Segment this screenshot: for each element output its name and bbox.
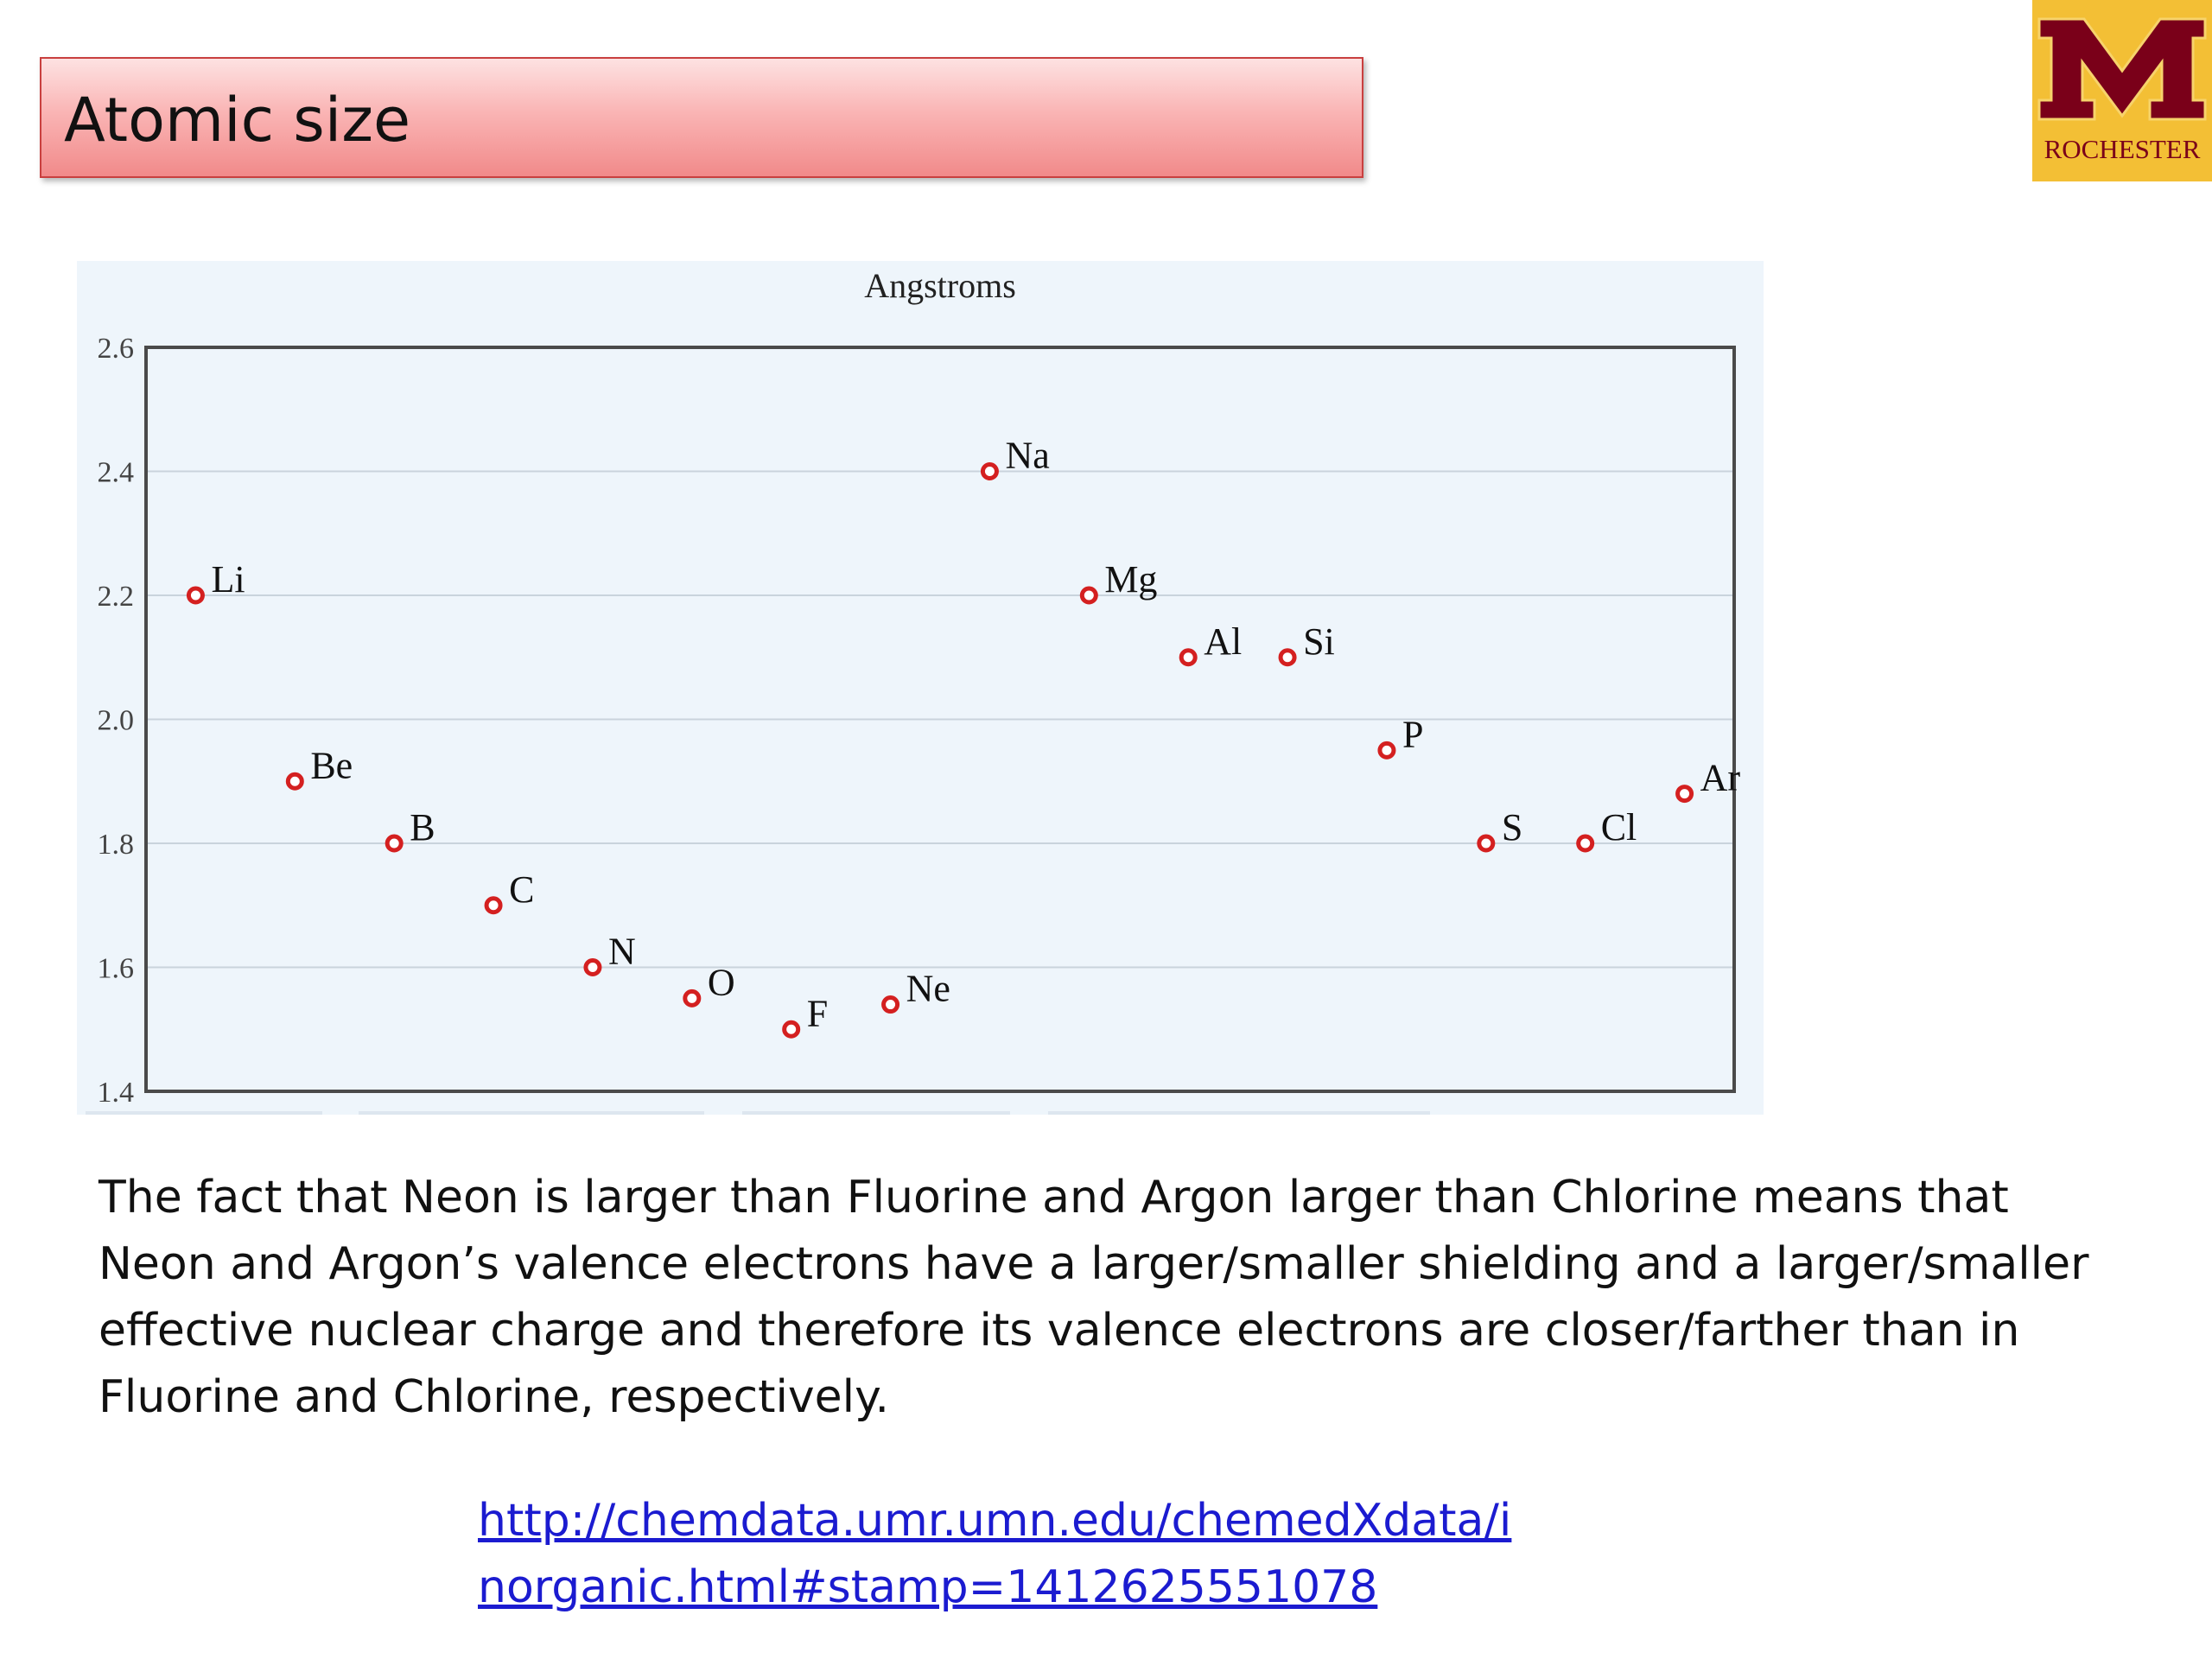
question-line: Fluorine and Chlorine, respectively. — [99, 1371, 890, 1423]
data-point-mg — [1079, 586, 1098, 605]
data-point-cl — [1576, 834, 1595, 853]
source-link-line[interactable]: http://chemdata.umr.umn.edu/chemedXdata/… — [478, 1495, 1512, 1547]
y-axis-ticks: 1.4 1.6 1.8 2.0 2.2 2.4 2.6 — [98, 333, 135, 1109]
y-tick-label: 1.8 — [98, 829, 135, 861]
data-point-n — [583, 958, 602, 976]
grid-lines — [146, 470, 1734, 969]
source-link-line[interactable]: norganic.html#stamp=1412625551078 — [478, 1561, 1378, 1613]
data-point-b — [385, 834, 404, 853]
data-points: Li Be B C N O F Ne Na Mg Al Si P S Cl Ar — [186, 435, 1741, 1039]
data-label-s: S — [1502, 806, 1522, 849]
data-label-cl: Cl — [1601, 806, 1637, 849]
data-label-na: Na — [1005, 435, 1049, 477]
data-label-si: Si — [1303, 620, 1335, 663]
data-label-mg: Mg — [1104, 558, 1157, 601]
university-logo: ROCHESTER — [2032, 0, 2212, 181]
data-label-ne: Ne — [906, 968, 950, 1010]
data-label-f: F — [807, 992, 828, 1034]
data-point-li — [186, 586, 205, 605]
data-label-be: Be — [310, 744, 353, 786]
data-point-si — [1278, 648, 1297, 667]
y-tick-label: 1.4 — [98, 1077, 135, 1109]
data-label-o: O — [708, 961, 735, 1003]
data-point-ar — [1675, 785, 1694, 804]
data-point-na — [980, 462, 999, 480]
source-link[interactable]: http://chemdata.umr.umn.edu/chemedXdata/… — [478, 1488, 1511, 1621]
data-label-n: N — [608, 931, 636, 973]
data-point-p — [1377, 741, 1396, 760]
data-point-o — [683, 988, 702, 1007]
y-tick-label: 2.6 — [98, 333, 135, 365]
question-line: effective nuclear charge and therefore i… — [99, 1305, 2020, 1357]
data-label-li: Li — [211, 558, 245, 601]
data-label-b: B — [410, 806, 435, 849]
chart-title: Angstroms — [864, 266, 1016, 305]
plot-frame — [144, 346, 1736, 1093]
y-tick-label: 1.6 — [98, 953, 135, 985]
logo-text: ROCHESTER — [2044, 134, 2201, 164]
data-label-p: P — [1402, 713, 1423, 755]
m-logo-icon: ROCHESTER — [2037, 17, 2207, 164]
data-point-ne — [881, 995, 900, 1014]
data-label-ar: Ar — [1700, 757, 1741, 799]
atomic-size-chart: 1.4 1.6 1.8 2.0 2.2 2.4 2.6 Li Be B C N O F Ne Na Mg Al S… — [77, 261, 1764, 1115]
data-label-c: C — [509, 868, 534, 911]
data-point-be — [285, 772, 304, 791]
y-tick-label: 2.2 — [98, 581, 135, 613]
y-tick-label: 2.4 — [98, 457, 135, 489]
data-point-s — [1477, 834, 1496, 853]
question-text: The fact that Neon is larger than Fluori… — [99, 1165, 2190, 1431]
y-tick-label: 2.0 — [98, 705, 135, 737]
question-line: The fact that Neon is larger than Fluori… — [99, 1172, 2009, 1224]
data-point-f — [782, 1020, 801, 1039]
data-label-al: Al — [1204, 620, 1242, 663]
data-point-c — [484, 896, 503, 915]
chart-svg: 1.4 1.6 1.8 2.0 2.2 2.4 2.6 Li Be B C N O F Ne Na Mg Al S… — [98, 266, 1741, 1109]
question-line: Neon and Argon’s valence electrons have … — [99, 1238, 2089, 1290]
data-point-al — [1179, 648, 1198, 667]
title-banner: Atomic size — [40, 57, 1363, 178]
page-title: Atomic size — [64, 85, 411, 156]
